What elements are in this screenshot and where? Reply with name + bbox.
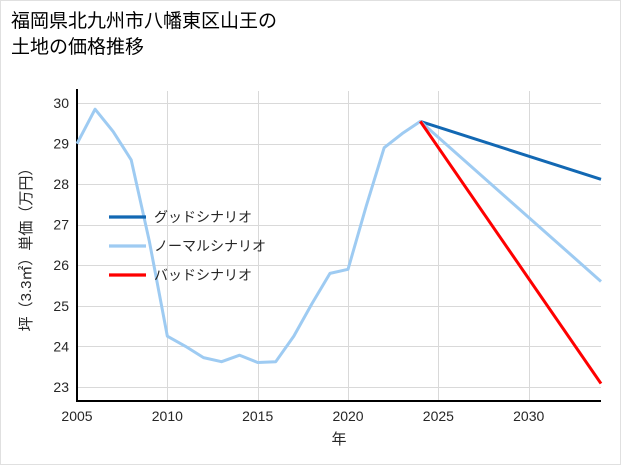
y-tick-labels: 23 24 25 26 27 28 29 30 — [53, 95, 69, 395]
y-tick-label: 23 — [53, 379, 69, 395]
x-tick-label: 2010 — [152, 408, 183, 424]
series-line-good — [419, 119, 602, 181]
y-axis-title: 坪（3.3㎡）単価（万円） — [18, 161, 35, 332]
y-tick-label: 29 — [53, 136, 69, 152]
legend-label-bad: バッドシナリオ — [154, 267, 252, 283]
y-tick-label: 24 — [53, 338, 69, 354]
x-axis-title: 年 — [331, 431, 346, 448]
x-tick-label: 2020 — [332, 408, 363, 424]
x-tick-label: 2025 — [423, 408, 454, 424]
y-tick-label: 25 — [53, 298, 69, 314]
data-series-group — [75, 107, 603, 385]
y-tick-label: 28 — [53, 176, 69, 192]
x-tick-label: 2005 — [61, 408, 92, 424]
y-tick-label: 26 — [53, 257, 69, 273]
y-tick-label: 30 — [53, 95, 69, 111]
x-tick-label: 2030 — [513, 408, 544, 424]
y-tick-label: 27 — [53, 217, 69, 233]
x-tick-labels: 2005 2010 2015 2020 2025 2030 — [61, 408, 544, 424]
series-line-bad — [419, 120, 603, 385]
y-gridlines — [77, 103, 601, 388]
x-tick-label: 2015 — [242, 408, 273, 424]
legend-label-normal: ノーマルシナリオ — [154, 238, 266, 254]
series-line-normal — [75, 107, 602, 364]
chart-title: 福岡県北九州市八幡東区山王の 土地の価格推移 — [11, 11, 278, 58]
legend-label-good: グッドシナリオ — [154, 209, 252, 225]
